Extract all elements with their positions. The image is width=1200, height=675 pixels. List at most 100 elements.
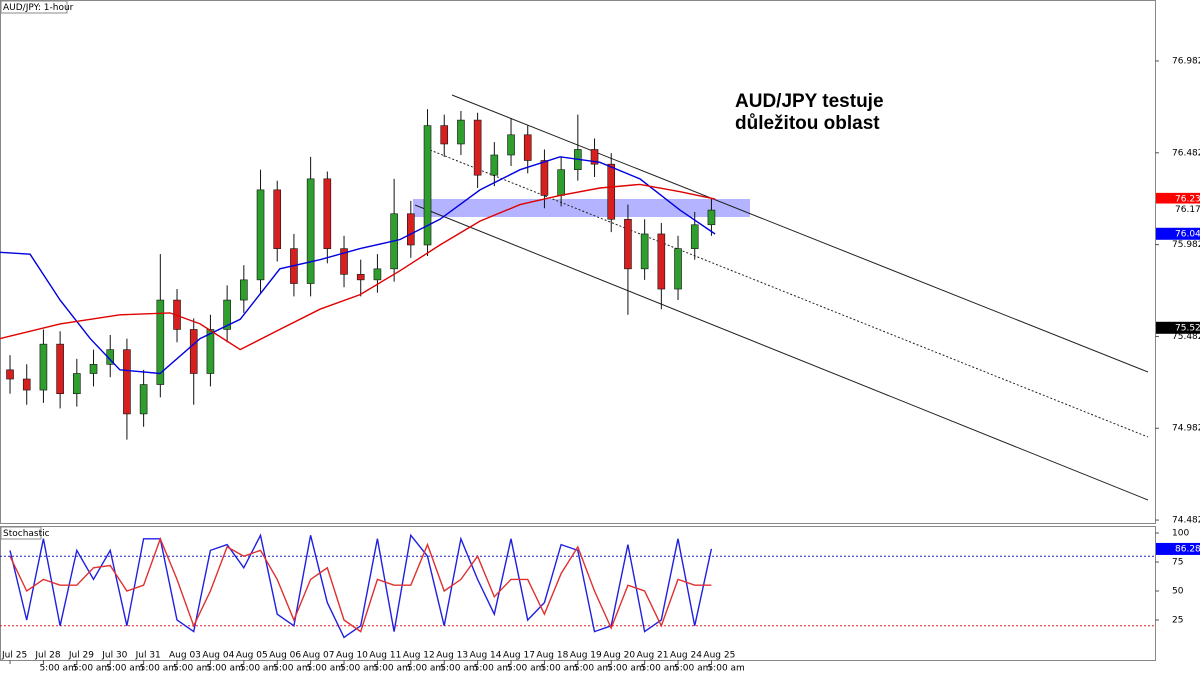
candle-body [123,349,131,415]
x-tick-label: Aug 20 [603,651,635,661]
y-tick-label: 74.982 [1172,424,1200,434]
x-tick-label: Jul 28 [34,651,60,661]
x-tick-label: Aug 21 [637,651,669,661]
x-tick-label-minor: 5:00 am [707,664,744,674]
main-pane [0,0,1156,524]
x-tick-label-minor: 5:00 am [540,664,577,674]
stoch-title-box [0,526,42,540]
x-tick-label-minor: 5:00 am [340,664,377,674]
x-tick-label: Aug 04 [202,651,234,661]
candle-body [206,329,215,374]
x-tick-label: Aug 07 [303,651,335,661]
candle-body [340,248,348,275]
x-tick-label-minor: 5:00 am [73,664,110,674]
candle-body [607,163,616,220]
x-tick-label-minor: 5:00 am [373,664,410,674]
candle-body [356,274,365,281]
candle-body [507,134,515,156]
x-tick-label: Aug 05 [236,651,268,661]
channel-upper [451,94,1149,373]
candle-body [473,119,482,176]
x-tick-label: Aug 25 [703,651,735,661]
x-tick-label: Jul 31 [135,651,161,661]
candle-body [407,213,415,246]
x-tick-label-minor: 5:00 am [39,664,76,674]
candle-body [690,224,699,249]
x-tick-label: Jul 29 [68,651,94,661]
y-tick-label: 25 [1172,615,1183,625]
x-tick-label-minor: 5:00 am [440,664,477,674]
x-tick-label-minor: 5:00 am [574,664,611,674]
y-tick-label: 74.482 [1172,516,1200,526]
annotation: důležitou oblast [735,113,880,134]
x-tick-label-minor: 5:00 am [507,664,544,674]
y-tick-label: 75 [1172,558,1183,568]
title-box [0,0,68,14]
x-tick-label-minor: 5:00 am [140,664,177,674]
candle-body [707,209,716,226]
candle-body [457,119,465,145]
candle-body [189,329,198,374]
x-tick-label-minor: 5:00 am [474,664,511,674]
x-tick-label-minor: 5:00 am [173,664,210,674]
x-tick-label: Aug 10 [336,651,368,661]
candle-body [323,178,332,249]
candle-body [523,134,532,161]
x-tick-label-minor: 5:00 am [206,664,243,674]
x-tick-label-minor: 5:00 am [106,664,143,674]
price-label-box [1156,192,1200,205]
candle-body [540,160,549,196]
price-label-box [1156,203,1200,216]
zone [413,199,750,217]
candle-body [89,364,98,374]
chart-title: AUD/JPY: 1-hour [3,3,74,13]
y-tick-label: 76.482 [1172,148,1200,158]
series-line [9,536,712,633]
price-label-box [1156,227,1200,240]
candle-body [240,279,248,301]
price-label: 76.041 [1175,229,1200,239]
annotation: AUD/JPY testuje [735,91,884,112]
x-tick-label: Aug 12 [403,651,435,661]
price-label-box [1156,542,1200,555]
price-label: 75.529 [1175,323,1200,333]
series-line [0,156,716,375]
x-tick-label: Aug 17 [503,651,535,661]
candle-body [6,369,14,380]
x-tick-label: Aug 14 [470,651,502,661]
x-tick-label: Aug 03 [169,651,201,661]
channel-lower [414,204,1149,501]
candle-body [139,384,148,415]
x-tick-label: Jul 30 [101,651,127,661]
candle-body [306,178,315,284]
candle-body [423,125,432,246]
x-tick-label-minor: 5:00 am [407,664,444,674]
candle-body [624,218,632,270]
price-label: 76.173 [1175,205,1200,215]
x-tick-label: Aug 11 [369,651,401,661]
x-tick-label: Aug 06 [269,651,301,661]
price-label-box [1156,321,1200,334]
y-tick-label: 75.982 [1172,240,1200,250]
x-tick-label: Aug 24 [670,651,702,661]
price-label: 76.231 [1175,194,1200,204]
candle-body [640,233,649,270]
x-tick-label-minor: 5:00 am [307,664,344,674]
x-tick-label-minor: 5:00 am [607,664,644,674]
x-tick-label: Aug 18 [536,651,568,661]
candle-body [490,154,499,176]
x-tick-label-minor: 5:00 am [273,664,310,674]
x-tick-label: Aug 13 [436,651,468,661]
candle-body [22,378,31,391]
y-tick-label: 76.982 [1172,56,1200,66]
x-tick-label-minor: 5:00 am [641,664,678,674]
x-tick-label: Aug 19 [570,651,602,661]
candle-body [73,373,81,395]
candle-body [256,189,265,281]
candle-body [39,343,48,391]
candle-body [557,169,565,196]
y-tick-label: 100 [1172,529,1189,539]
candle-body [373,268,382,281]
